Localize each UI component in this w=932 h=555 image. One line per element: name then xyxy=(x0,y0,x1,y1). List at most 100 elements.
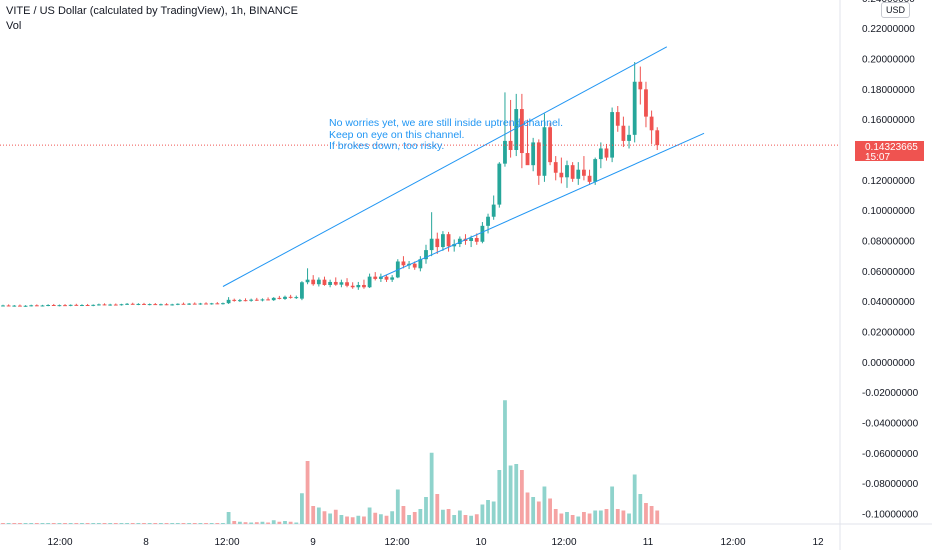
candle-body xyxy=(29,305,34,307)
candle xyxy=(474,233,479,245)
volume-bar xyxy=(170,523,175,524)
candle-body xyxy=(356,284,361,288)
candle xyxy=(215,302,220,305)
candle-body xyxy=(96,304,101,306)
volume-bar xyxy=(91,523,96,524)
volume-bar xyxy=(243,522,248,524)
candle-body xyxy=(322,279,327,285)
volume-bar xyxy=(164,523,169,524)
candle-body xyxy=(300,282,304,299)
annotation-line: Keep on eye on this channel. xyxy=(329,128,465,141)
candle-body xyxy=(85,305,90,307)
candle-body xyxy=(18,305,22,307)
volume-bar xyxy=(559,513,564,524)
volume-bar xyxy=(452,515,457,524)
volume-bar xyxy=(221,523,225,524)
volume-bar xyxy=(339,515,344,524)
candle xyxy=(181,302,186,305)
candle xyxy=(576,162,581,185)
volume-bar xyxy=(232,521,237,524)
x-tick-label: 12:00 xyxy=(720,537,745,548)
candle-body xyxy=(249,299,254,301)
y-tick-label: 0.06000000 xyxy=(862,267,915,278)
volume-bar xyxy=(277,521,282,524)
candle xyxy=(164,303,169,306)
candle-body xyxy=(621,125,626,141)
candle-body xyxy=(142,303,146,305)
y-tick-label: -0.10000000 xyxy=(862,510,919,521)
volume-bar xyxy=(125,523,129,524)
y-tick-label: 0.02000000 xyxy=(862,328,915,339)
volume-bar xyxy=(254,522,259,524)
volume-layer xyxy=(1,400,660,524)
lower-channel-line[interactable] xyxy=(380,132,705,278)
currency-selector[interactable]: USD xyxy=(881,2,910,18)
candle xyxy=(412,261,417,270)
candle xyxy=(644,81,648,128)
chart-annotation[interactable]: No worries yet, we are still inside uptr… xyxy=(329,117,563,153)
candle-body xyxy=(34,305,39,307)
candle xyxy=(271,297,276,301)
candle-body xyxy=(632,81,637,135)
volume-bar xyxy=(621,510,626,524)
volume-bar xyxy=(266,522,270,524)
candle xyxy=(108,303,113,306)
volume-bar xyxy=(226,512,231,524)
candle xyxy=(621,116,626,147)
candle xyxy=(615,106,620,132)
candle xyxy=(565,160,569,188)
volume-bar xyxy=(548,498,552,524)
volume-bar xyxy=(300,493,304,524)
volume-bar xyxy=(384,515,389,524)
candle-body xyxy=(159,304,163,306)
candle xyxy=(632,62,637,143)
volume-bar xyxy=(536,501,541,524)
candle-body xyxy=(6,305,11,307)
candle-body xyxy=(339,282,344,285)
candle-body xyxy=(12,305,17,307)
candle xyxy=(333,277,338,286)
candle xyxy=(175,303,180,306)
volume-bar xyxy=(159,523,163,524)
candle-body xyxy=(457,238,462,245)
volume-bar xyxy=(40,523,45,524)
candle xyxy=(390,275,395,282)
candle-body xyxy=(40,305,45,307)
volume-bar xyxy=(469,515,474,524)
candle-body xyxy=(74,304,79,306)
candle xyxy=(113,303,118,306)
candle-body xyxy=(288,296,293,298)
chart-header: VITE / US Dollar (calculated by TradingV… xyxy=(6,4,298,34)
volume-bar xyxy=(604,509,609,524)
candle-body xyxy=(627,134,631,141)
volume-bar xyxy=(96,523,101,524)
volume-bar xyxy=(311,506,316,524)
candle xyxy=(277,295,282,300)
volume-bar xyxy=(345,516,349,524)
x-tick-label: 11 xyxy=(643,537,654,548)
volume-bar xyxy=(424,497,428,524)
volume-bar xyxy=(187,523,192,524)
candle xyxy=(57,304,62,307)
candle-body xyxy=(610,112,615,158)
volume-bar xyxy=(294,522,299,524)
candle xyxy=(598,142,603,169)
volume-bar xyxy=(283,521,287,524)
volume-bar xyxy=(46,523,51,524)
upper-channel-line[interactable] xyxy=(222,46,668,287)
trendline-layer[interactable] xyxy=(222,46,705,287)
time-scale[interactable]: 12:00 8 12:00 9 12:00 10 12:00 11 12:00 12 xyxy=(47,537,824,548)
candle-body xyxy=(649,116,654,131)
volume-bar xyxy=(328,513,333,524)
y-tick-label: 0.10000000 xyxy=(862,206,915,217)
candle-body xyxy=(644,89,648,117)
candle xyxy=(587,169,592,185)
candle-body xyxy=(226,299,231,304)
volume-bar xyxy=(407,515,411,524)
candle-body xyxy=(486,216,490,226)
volume-bar xyxy=(463,515,468,524)
price-scale[interactable]: 0.240000000.220000000.200000000.18000000… xyxy=(862,0,919,521)
volume-bar xyxy=(553,509,558,524)
candle-body xyxy=(655,130,660,146)
